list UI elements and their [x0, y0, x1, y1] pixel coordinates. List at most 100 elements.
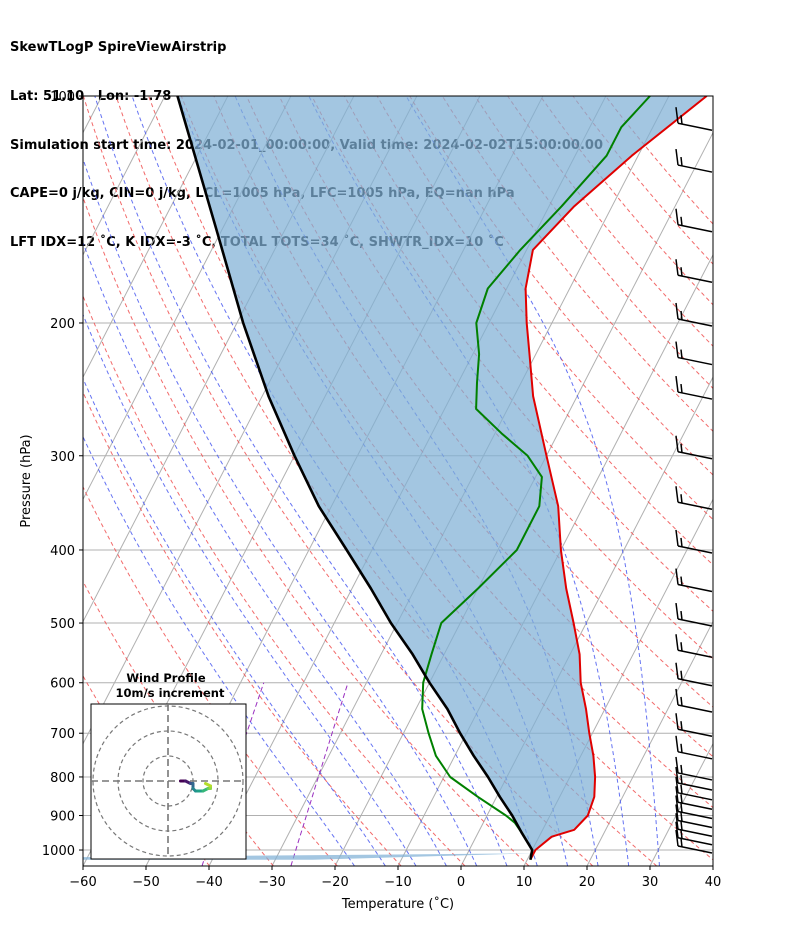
temperature-line: [524, 96, 708, 861]
y-tick-label: 900: [50, 810, 75, 825]
y-tick-label: 300: [50, 450, 75, 465]
barb-flag: [680, 494, 683, 504]
wind-barb: [675, 786, 713, 811]
barb-flag: [680, 670, 683, 680]
moist-adiabat: [83, 435, 355, 866]
barb-flag: [675, 766, 679, 784]
y-tick-label: 600: [50, 677, 75, 692]
barb-flag: [675, 756, 679, 774]
barb-shaft: [677, 782, 713, 791]
barb-shaft: [677, 545, 713, 554]
hodograph-segment: [204, 782, 212, 788]
barb-shaft: [677, 451, 713, 460]
barb-shaft: [677, 678, 713, 687]
barb-flag: [675, 529, 679, 547]
title-station: SkewTLogP SpireViewAirstrip: [10, 40, 227, 56]
profile-lines: [176, 96, 708, 861]
barb-flag: [680, 803, 683, 813]
dry-adiabat: [474, 96, 713, 390]
dry-adiabat: [572, 96, 713, 265]
barb-flag: [680, 443, 683, 453]
barb-shaft: [677, 792, 713, 801]
x-tick-label: 0: [457, 875, 465, 890]
wind-profile-title: Wind Profile: [126, 671, 206, 685]
barb-flag: [675, 795, 679, 812]
y-tick-label: 100: [50, 90, 75, 105]
barb-shaft: [677, 122, 713, 131]
barb-shaft: [677, 274, 713, 283]
barb-flag: [680, 576, 683, 586]
isotherm-line: [83, 96, 103, 134]
barb-shaft: [677, 845, 713, 854]
barb-flag: [675, 602, 679, 620]
x-tick-label: 40: [705, 875, 722, 890]
barb-shaft: [677, 810, 713, 820]
cin-shaded-area: [83, 96, 707, 860]
wind-barb: [675, 259, 713, 283]
x-tick-label: −20: [321, 875, 348, 890]
isotherm-line: [83, 96, 166, 256]
moist-adiabat: [405, 96, 660, 866]
y-tick-label: 400: [50, 544, 75, 559]
wind-barb: [675, 766, 713, 791]
wind-barb: [675, 341, 713, 366]
x-tick-label: −60: [69, 875, 96, 890]
barb-flag: [680, 537, 683, 548]
barb-flag: [680, 829, 683, 839]
barb-shaft: [677, 391, 713, 400]
barb-flag: [680, 743, 683, 753]
x-tick-label: −30: [258, 875, 285, 890]
barb-shaft: [677, 618, 713, 627]
wind-barb: [675, 568, 713, 593]
barb-flag: [680, 610, 683, 621]
wind-barb: [675, 302, 713, 327]
barb-flag: [675, 829, 679, 847]
wind-barb: [675, 813, 713, 837]
barb-shaft: [677, 583, 713, 593]
barb-flag: [675, 375, 679, 393]
barb-shaft: [677, 356, 713, 366]
barb-flag: [675, 688, 679, 706]
wind-profile-inset: Wind Profile 10m/s increment: [90, 671, 247, 860]
dry-adiabat: [83, 294, 466, 866]
wind-barb: [675, 486, 713, 510]
wind-barb: [675, 529, 713, 554]
wind-barb: [675, 804, 713, 829]
barb-flag: [675, 821, 679, 838]
barb-flag: [675, 107, 679, 124]
wind-barb: [675, 148, 713, 173]
barb-flag: [680, 837, 683, 848]
cape-cin-shading: [83, 96, 707, 860]
wind-barb: [675, 821, 713, 846]
wind-barb: [675, 735, 713, 760]
wind-barb: [675, 208, 713, 233]
barb-flag: [680, 115, 683, 125]
y-axis-label: Pressure (hPa): [19, 434, 34, 527]
barb-flag: [675, 786, 679, 803]
barb-flag: [675, 208, 679, 225]
y-tick-label: 200: [50, 317, 75, 332]
barb-flag: [675, 435, 679, 452]
y-tick-label: 1000: [42, 844, 75, 859]
barb-flag: [680, 310, 683, 321]
wind-barb: [675, 776, 713, 801]
parcel-line: [176, 96, 534, 860]
barb-flag: [680, 349, 683, 359]
barb-flag: [680, 821, 683, 831]
barb-flag: [680, 764, 683, 775]
barb-flag: [680, 721, 683, 731]
barb-flag: [675, 735, 679, 752]
barb-flag: [680, 383, 683, 394]
isotherm-line: [586, 620, 713, 866]
x-tick-label: −40: [195, 875, 222, 890]
wind-barb: [675, 435, 713, 460]
y-tick-label: 800: [50, 771, 75, 786]
moist-adiabat: [83, 157, 478, 866]
x-tick-label: 20: [579, 875, 596, 890]
y-tick-label: 500: [50, 617, 75, 632]
barb-flag: [675, 804, 679, 821]
wind-barb: [675, 795, 713, 820]
barb-flag: [675, 776, 679, 793]
x-tick-label: 30: [642, 875, 659, 890]
